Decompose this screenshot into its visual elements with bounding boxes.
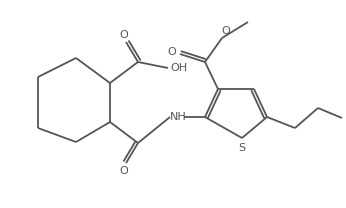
Text: S: S <box>238 143 246 153</box>
Text: O: O <box>167 47 176 57</box>
Text: O: O <box>222 26 230 36</box>
Text: OH: OH <box>171 63 188 73</box>
Text: O: O <box>120 30 128 40</box>
Text: NH: NH <box>170 112 186 122</box>
Text: O: O <box>120 166 128 176</box>
